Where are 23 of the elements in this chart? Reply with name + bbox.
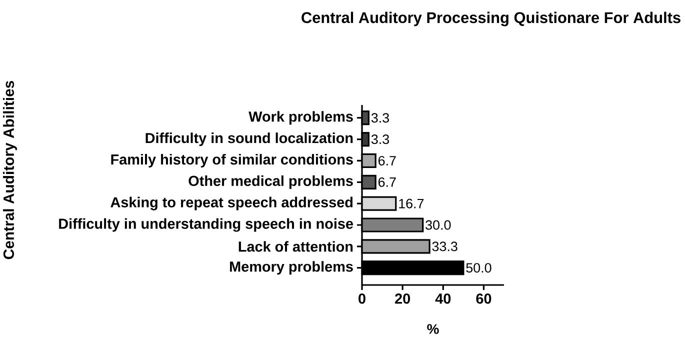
y-tick-label: Memory problems: [230, 261, 353, 275]
y-tick-label: Difficulty in sound localization: [146, 132, 353, 146]
x-tick-label: 40: [435, 294, 451, 304]
data-label: 3.3: [371, 113, 389, 123]
data-label: 3.3: [371, 134, 389, 144]
x-axis-title: %: [427, 324, 439, 334]
data-label: 6.7: [378, 156, 396, 166]
x-tick-label: 60: [476, 294, 492, 304]
data-label: 50.0: [466, 263, 492, 273]
y-tick-label: Asking to repeat speech addressed: [110, 196, 353, 210]
y-tick-label: Work problems: [248, 111, 353, 125]
x-tick-label: 20: [395, 294, 410, 304]
data-label: 30.0: [426, 220, 451, 230]
data-label: 6.7: [378, 177, 396, 187]
y-tick-label: Other medical problems: [188, 175, 353, 189]
data-label: 33.3: [432, 242, 458, 252]
x-tick-label: 0: [358, 294, 366, 304]
chart-title: Central Auditory Processing Quistionare For Adults: [302, 12, 680, 26]
y-tick-label: Lack of attention: [238, 241, 353, 252]
y-tick-label: Family history of similar conditions: [111, 154, 353, 168]
y-tick-label: Difficulty in understanding speech in noise: [59, 218, 354, 232]
y-axis-title: Central Auditory Abilities: [3, 80, 17, 260]
data-label: 16.7: [399, 198, 424, 208]
